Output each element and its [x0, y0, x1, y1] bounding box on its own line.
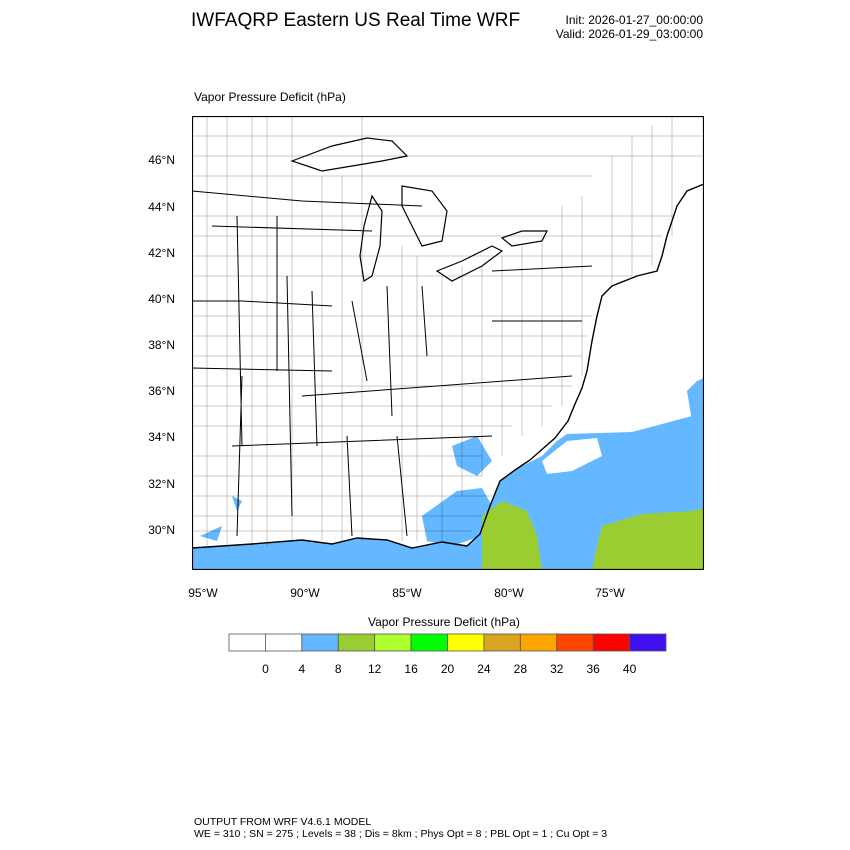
colorbar-swatch [301, 633, 339, 652]
colorbar-label: 16 [404, 662, 418, 676]
colorbar-swatch [410, 633, 448, 652]
lat-label: 46°N [148, 153, 175, 167]
plot-title: IWFAQRP Eastern US Real Time WRF [191, 10, 521, 31]
lon-label: 95°W [188, 586, 218, 600]
colorbar-label: 12 [367, 662, 382, 676]
colorbar-label: 28 [513, 662, 527, 676]
map-frame [192, 116, 704, 570]
colorbar-swatch [629, 633, 667, 652]
colorbar-title: Vapor Pressure Deficit (hPa) [368, 615, 520, 629]
colorbar [228, 633, 667, 652]
colorbar-swatch [447, 633, 485, 652]
lat-label: 40°N [148, 292, 175, 306]
coastline [192, 183, 704, 549]
lat-label: 38°N [148, 338, 175, 352]
valid-time: Valid: 2026-01-29_03:00:00 [555, 27, 703, 41]
colorbar-label: 0 [262, 662, 269, 676]
inland-blue-region [200, 436, 492, 546]
lon-label: 80°W [494, 586, 524, 600]
colorbar-label: 32 [550, 662, 564, 676]
colorbar-swatch [592, 633, 630, 652]
init-time: Init: 2026-01-27_00:00:00 [565, 13, 703, 27]
colorbar-swatch [374, 633, 412, 652]
colorbar-swatch [265, 633, 303, 652]
lat-label: 32°N [148, 477, 175, 491]
colorbar-swatch [556, 633, 594, 652]
lon-label: 85°W [392, 586, 422, 600]
colorbar-swatch [519, 633, 558, 652]
colorbar-label: 4 [298, 662, 306, 676]
colorbar-label: 40 [622, 662, 637, 676]
lat-label: 34°N [148, 430, 175, 444]
colorbar-swatch [337, 633, 376, 652]
lon-label: 90°W [290, 586, 320, 600]
right-edge-blue [687, 378, 704, 421]
lat-label: 42°N [148, 246, 175, 260]
colorbar-label: 36 [586, 662, 600, 676]
lat-label: 30°N [148, 523, 175, 537]
lat-label: 44°N [148, 200, 175, 214]
colorbar-swatch [228, 633, 266, 652]
lon-label: 75°W [595, 586, 625, 600]
green-region [482, 501, 704, 570]
footer-model: OUTPUT FROM WRF V4.6.1 MODEL [194, 816, 372, 828]
field-label: Vapor Pressure Deficit (hPa) [194, 90, 346, 104]
colorbar-label: 8 [334, 662, 342, 676]
colorbar-label: 24 [477, 662, 491, 676]
colorbar-swatch [483, 633, 521, 652]
lat-label: 36°N [148, 384, 175, 398]
lake-erie [435, 245, 504, 282]
map-panel [192, 116, 704, 570]
county-borders [192, 116, 704, 546]
atlantic-white-patch [542, 438, 602, 474]
colorbar-label: 20 [440, 662, 455, 676]
footer-config: WE = 310 ; SN = 275 ; Levels = 38 ; Dis … [194, 828, 608, 840]
